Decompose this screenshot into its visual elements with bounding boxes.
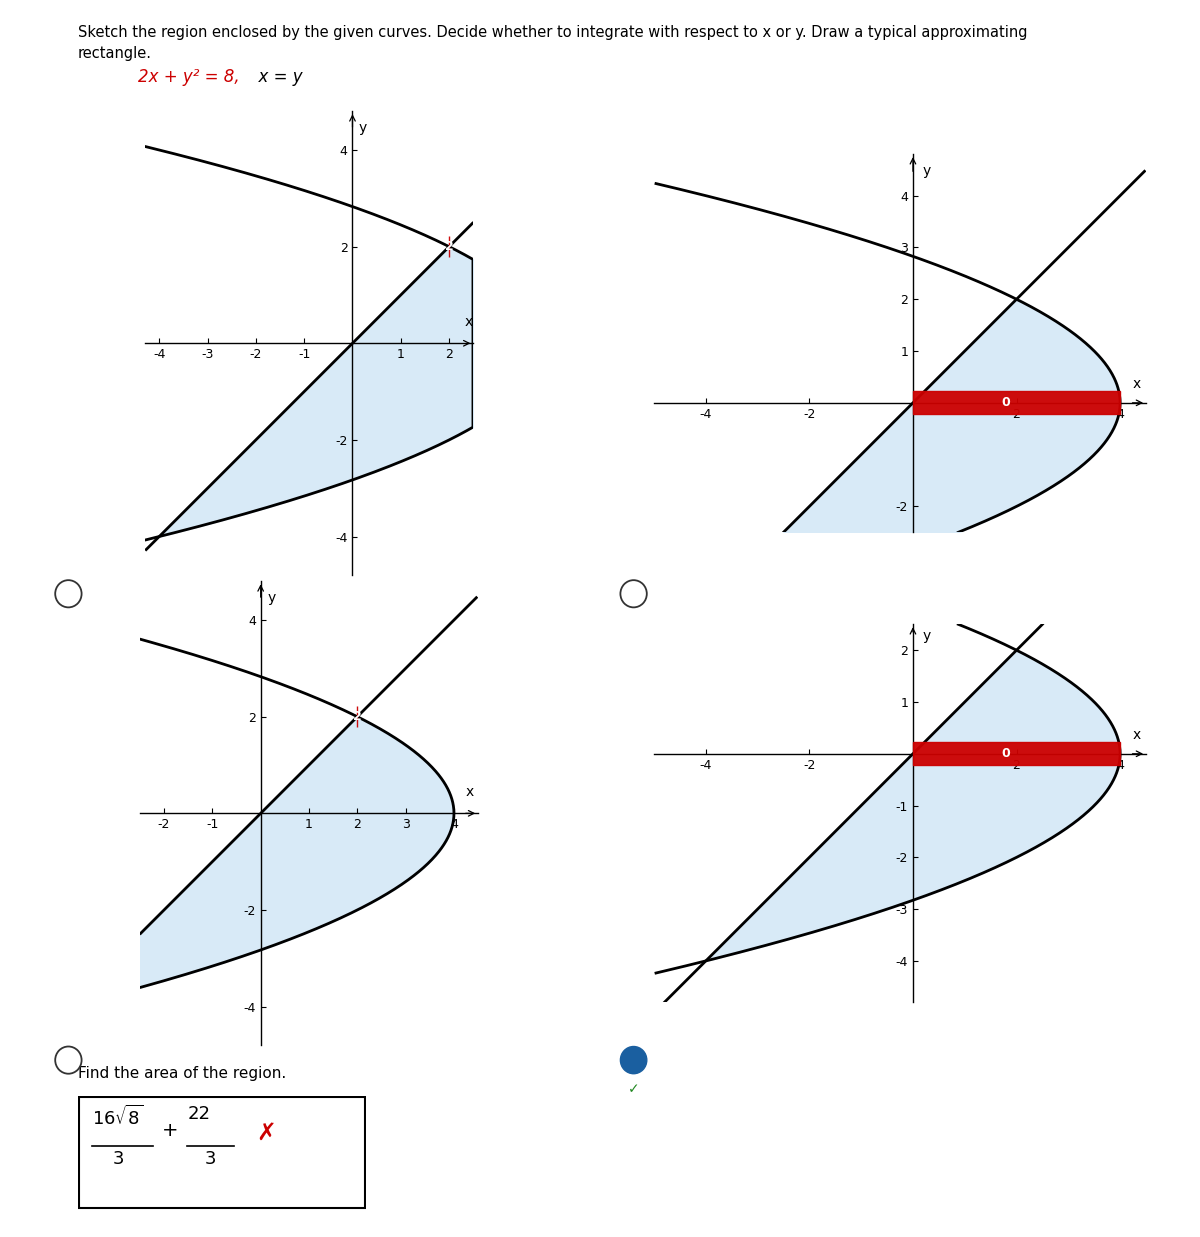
Bar — [913, 742, 1120, 766]
Text: y: y — [359, 120, 367, 135]
Text: x: x — [464, 315, 473, 329]
Text: Find the area of the region.: Find the area of the region. — [78, 1066, 287, 1081]
Bar — [913, 391, 1120, 414]
FancyBboxPatch shape — [79, 1097, 365, 1209]
Text: y: y — [923, 165, 931, 178]
Text: 22: 22 — [187, 1105, 210, 1122]
Text: 3: 3 — [113, 1150, 124, 1168]
Text: +: + — [162, 1121, 178, 1139]
Text: y: y — [923, 630, 931, 643]
Text: 2: 2 — [353, 710, 361, 724]
Text: x: x — [1133, 729, 1141, 742]
Text: x = y: x = y — [248, 68, 304, 87]
Text: rectangle.: rectangle. — [78, 46, 152, 61]
Text: 0: 0 — [1002, 747, 1010, 761]
Text: $16\sqrt{8}$: $16\sqrt{8}$ — [92, 1105, 144, 1128]
Text: Sketch the region enclosed by the given curves. Decide whether to integrate with: Sketch the region enclosed by the given … — [78, 25, 1027, 40]
Text: 2x + y² = 8,: 2x + y² = 8, — [138, 68, 240, 87]
Text: x: x — [1133, 377, 1141, 391]
Text: y: y — [268, 591, 276, 605]
Text: ✗: ✗ — [257, 1121, 276, 1145]
Text: ✓: ✓ — [628, 1082, 640, 1096]
Text: 3: 3 — [205, 1150, 216, 1168]
Text: 0: 0 — [1002, 396, 1010, 409]
Text: 2: 2 — [445, 240, 454, 254]
Text: x: x — [466, 785, 474, 799]
